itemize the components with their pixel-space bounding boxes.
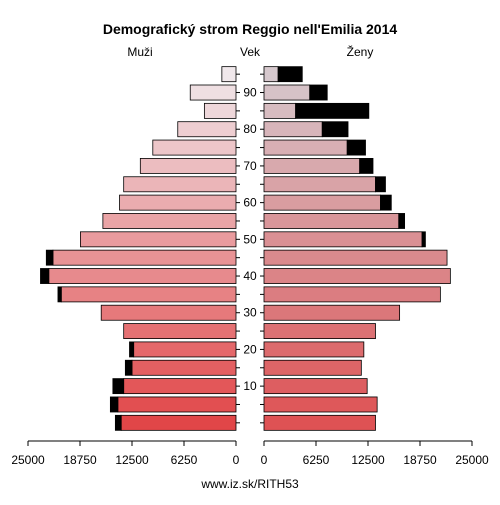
age-tick-label: 80 (243, 122, 257, 136)
female-bar (263, 66, 279, 83)
age-tick-label: 60 (243, 196, 257, 210)
male-bar (123, 378, 237, 395)
female-excess-bar (321, 121, 349, 138)
male-excess-bar (45, 249, 54, 266)
female-bar (263, 378, 368, 395)
male-bar (152, 139, 237, 156)
age-tick-label: 90 (243, 86, 257, 100)
male-bar (177, 121, 237, 138)
female-bar (263, 231, 423, 248)
male-bar (123, 323, 237, 339)
male-bar (52, 249, 237, 266)
age-tick-label: 40 (243, 269, 257, 283)
female-excess-bar (380, 194, 392, 211)
female-bar (263, 213, 400, 229)
male-bar (102, 213, 237, 229)
male-bar (123, 176, 237, 193)
x-tick-label-right: 6250 (303, 453, 330, 467)
female-bar (263, 249, 448, 266)
female-excess-bar (277, 66, 303, 83)
female-excess-bar (309, 84, 328, 101)
x-tick-label-left: 12500 (115, 453, 149, 467)
female-excess-bar (375, 176, 386, 193)
x-tick-label-right: 18750 (403, 453, 437, 467)
x-tick-label-right: 0 (261, 453, 268, 467)
male-bar (100, 304, 237, 321)
female-bar (263, 341, 365, 358)
male-bar (131, 359, 237, 376)
x-tick-label-left: 25000 (11, 453, 45, 467)
male-excess-bar (57, 286, 62, 303)
female-excess-bar (359, 158, 374, 174)
x-tick-label-left: 0 (233, 453, 240, 467)
male-bar (117, 396, 237, 413)
male-excess-bar (129, 341, 135, 358)
male-bar (60, 286, 237, 303)
female-bar (263, 414, 376, 431)
female-bar (263, 194, 381, 211)
male-bar (203, 102, 237, 119)
female-bar (263, 158, 361, 174)
male-bar (80, 231, 237, 248)
x-tick-label-left: 6250 (171, 453, 198, 467)
female-bar (263, 396, 378, 413)
age-tick-label: 70 (243, 159, 257, 173)
age-tick-label: 20 (243, 342, 257, 356)
age-tick-label: 30 (243, 306, 257, 320)
female-bar (263, 121, 323, 138)
female-bar (263, 268, 451, 284)
male-excess-bar (40, 268, 50, 284)
male-bar (120, 414, 237, 431)
male-bar (48, 268, 237, 284)
x-tick-label-right: 25000 (455, 453, 489, 467)
female-excess-bar (346, 139, 366, 156)
male-bar (119, 194, 237, 211)
male-excess-bar (114, 414, 122, 431)
axis-layer: 25000 25000 18750 18750 12500 12500 6250 6250 0 0… (11, 73, 489, 467)
female-bar (263, 84, 311, 101)
right-side-label: Ženy (347, 44, 374, 59)
female-bar (263, 176, 376, 193)
male-bar (221, 66, 237, 83)
female-bar (263, 323, 376, 339)
female-bar (263, 304, 401, 321)
male-excess-bar (109, 396, 119, 413)
female-excess-bar (295, 102, 370, 119)
bars-layer (40, 66, 451, 431)
left-side-label: Muži (127, 45, 152, 59)
male-excess-bar (124, 359, 133, 376)
male-bar (139, 158, 237, 174)
male-bar (189, 84, 237, 101)
female-bar (263, 102, 297, 119)
x-tick-label-left: 18750 (63, 453, 97, 467)
age-tick-label: 10 (243, 379, 257, 393)
age-tick-label: 50 (243, 232, 257, 246)
female-excess-bar (398, 213, 406, 229)
female-excess-bar (421, 231, 426, 248)
female-bar (263, 359, 362, 376)
female-bar (263, 286, 441, 303)
male-excess-bar (112, 378, 125, 395)
footer-source-text: www.iz.sk/RITH53 (200, 477, 299, 491)
x-tick-label-right: 12500 (351, 453, 385, 467)
female-bar (263, 139, 348, 156)
male-bar (133, 341, 237, 358)
axis-center-label: Vek (240, 45, 261, 59)
chart-title: Demografický strom Reggio nell'Emilia 20… (103, 21, 398, 37)
